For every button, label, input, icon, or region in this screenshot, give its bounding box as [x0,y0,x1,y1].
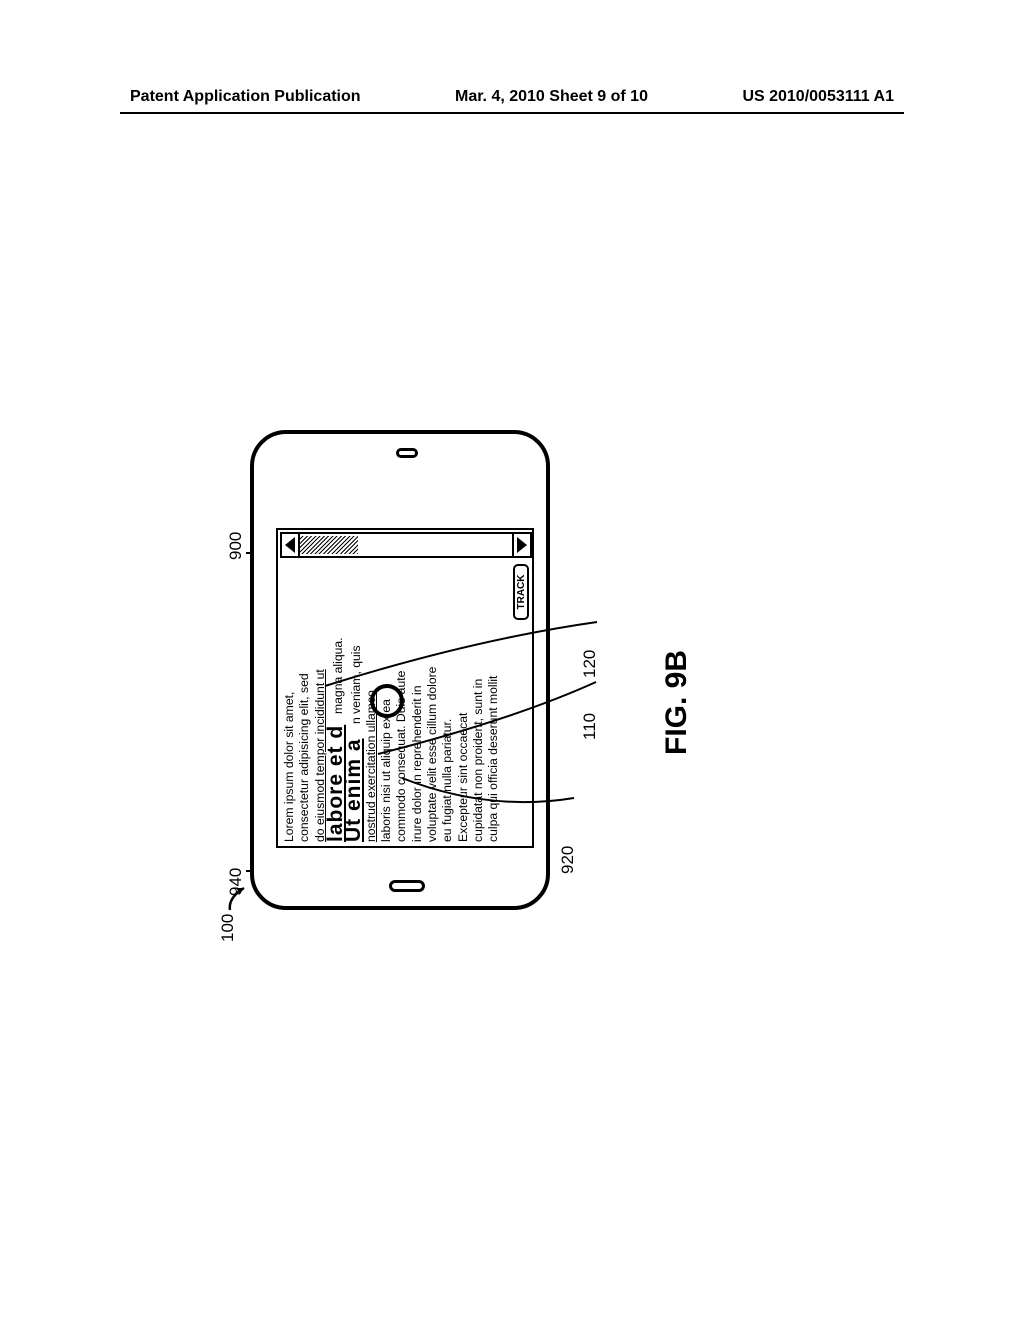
ref-label-100: 100 [218,914,238,942]
text-line: consectetur adipisicing elit, sed [297,558,312,842]
header-underline [120,112,904,114]
mag-text-left: Ut enim a [346,738,361,842]
ref-label-900: 900 [226,532,246,560]
scroll-divider [512,534,514,556]
text-line: Lorem ipsum dolor sit amet, [282,558,297,842]
ref-label-920: 920 [558,846,578,874]
leader-120 [321,610,606,690]
home-button[interactable] [396,448,418,458]
header-center: Mar. 4, 2010 Sheet 9 of 10 [455,88,648,106]
header-left: Patent Application Publication [130,88,361,106]
scroll-thumb[interactable] [300,536,358,554]
magnified-row-2: Ut enim a n veniam, quis [346,558,364,842]
mag-text-left: labore et d [328,725,343,842]
figure-caption: FIG. 9B [660,650,694,755]
loupe-cursor[interactable] [370,684,404,718]
speaker-slot [389,880,425,892]
scroll-up-icon[interactable] [285,537,295,553]
scrollbar[interactable] [280,532,532,558]
scroll-down-icon[interactable] [517,537,527,553]
header-right: US 2010/0053111 A1 [742,88,894,106]
leader-920 [398,764,583,804]
ref-label-940: 940 [226,868,246,896]
device-body: Lorem ipsum dolor sit amet, consectetur … [250,430,550,910]
figure-9b: 100 940 900 920 110 120 Lorem ipsum dolo… [250,380,720,950]
page-header: Patent Application Publication Mar. 4, 2… [0,88,1024,106]
